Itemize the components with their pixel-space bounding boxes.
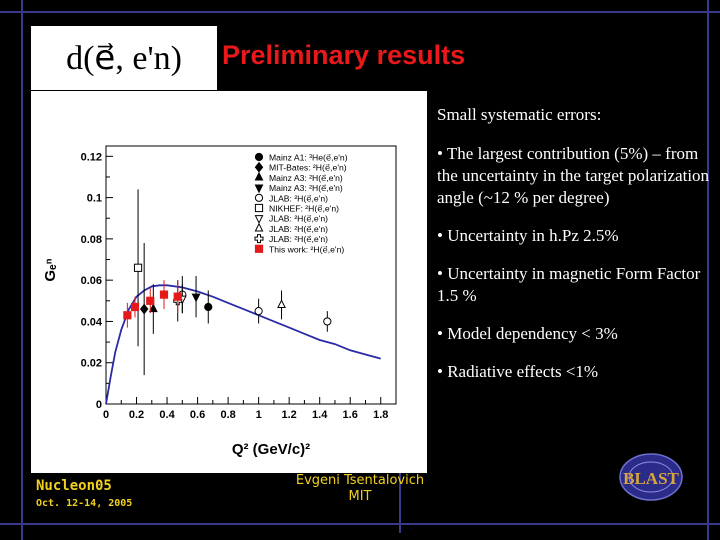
legend-label: Mainz A3: ²H(e⃗,e'n) [269,183,343,193]
legend-label: NIKHEF: ²H(e⃗,e'n) [269,204,339,214]
footer-conference: Nucleon05 Oct. 12-14, 2005 [36,478,132,509]
data-point [159,290,169,299]
x-tick-label: 1.8 [373,409,388,421]
legend-label: Mainz A3: ²H(e⃗,e'n) [269,173,343,183]
bullet-item: • Model dependency < 3% [437,324,618,343]
legend-marker [254,203,264,213]
slide-title: Preliminary results [222,40,466,70]
gen-chart: 0 0.2 0.4 0.6 0.8 1 1.2 1.4 1.6 1.8 0 0.02 0.04 0.06 0… [42,145,397,458]
bullet-item: • The largest contribution (5%) – from t… [437,144,710,207]
y-tick-label: 0.08 [81,234,102,246]
data-point [204,302,213,312]
legend-label: JLAB: ²H(e⃗,e'n) [269,234,328,244]
bullet-item: • Radiative effects <1% [437,362,599,381]
x-tick-label: 0.6 [190,409,205,421]
data-point [146,296,155,305]
y-tick-label: 0.12 [81,151,102,163]
x-tick-label: 1 [256,409,262,421]
legend-label: This work: ²H(e⃗,e'n) [269,244,344,254]
legend-marker [254,193,264,202]
bullet-item: • Uncertainty in magnetic Form Factor 1.… [437,264,701,305]
legend-label: JLAB: ²H(e⃗,e'n) [269,193,328,203]
x-tick-label: 1.4 [312,409,328,421]
legend-label: JLAB: ²H(e⃗,e'n) [269,214,328,224]
x-tick-label: 0.8 [220,409,235,421]
bullet-heading: Small systematic errors: [437,105,602,124]
legend-marker [254,222,264,232]
y-tick-label: 0.04 [81,316,103,328]
legend-marker [254,184,264,194]
legend-marker [254,152,264,162]
blast-logo-text: BLAST [623,469,679,488]
footer-author: Evgeni Tsentalovich MIT [285,473,435,505]
y-axis-label: Gₑⁿ [42,258,59,281]
author-institution: MIT [348,489,372,504]
reaction-formula: d(e⃗, e'n) [66,40,182,77]
legend-marker [254,215,264,224]
plot-frame [105,145,397,405]
x-tick-label: 1.6 [343,409,358,421]
footer-divider [399,473,401,533]
data-point [130,302,140,312]
data-point [323,317,332,326]
left-frame-line [21,0,23,540]
legend-marker [254,234,264,244]
x-axis-label: Q² (GeV/c)² [232,441,310,458]
author-name: Evgeni Tsentalovich [295,473,425,488]
x-tick-label: 0 [103,409,109,421]
legend-marker [254,171,264,181]
data-point [277,299,286,309]
x-tick-label: 1.2 [282,409,297,421]
legend-marker [254,244,264,253]
legend-label: JLAB: ²H(e⃗,e'n) [269,224,328,234]
bullet-list: Small systematic errors: • The largest c… [437,104,712,399]
y-tick-label: 0.1 [87,193,102,205]
x-tick-label: 0.2 [129,409,144,421]
plot-panel: 0 0.2 0.4 0.6 0.8 1 1.2 1.4 1.6 1.8 0 0.02 0.04 0.06 0… [31,91,427,473]
data-point [254,307,263,316]
y-tick-label: 0 [96,399,102,411]
data-point [133,263,143,272]
data-point [173,292,182,301]
conference-name: Nucleon05 [36,478,112,494]
y-tick-label: 0.02 [81,358,102,370]
formula-box: d(e⃗, e'n) [31,26,217,90]
x-tick-label: 0.4 [159,409,175,421]
data-point [191,293,201,303]
bullet-item: • Uncertainty in h.Pz 2.5% [437,226,619,245]
right-frame-line [707,0,709,540]
data-point [148,303,158,313]
y-tick-label: 0.06 [81,275,102,287]
legend-label: MIT-Bates: ²H(e⃗,e'n) [269,163,347,173]
legend-label: Mainz A1: ³He(e⃗,e'n) [269,153,348,163]
blast-logo: BLAST [619,453,683,501]
top-frame-line [0,11,720,13]
conference-dates: Oct. 12-14, 2005 [36,498,133,509]
data-point [123,311,132,320]
bottom-frame-line [0,523,720,525]
data-point [139,303,149,315]
